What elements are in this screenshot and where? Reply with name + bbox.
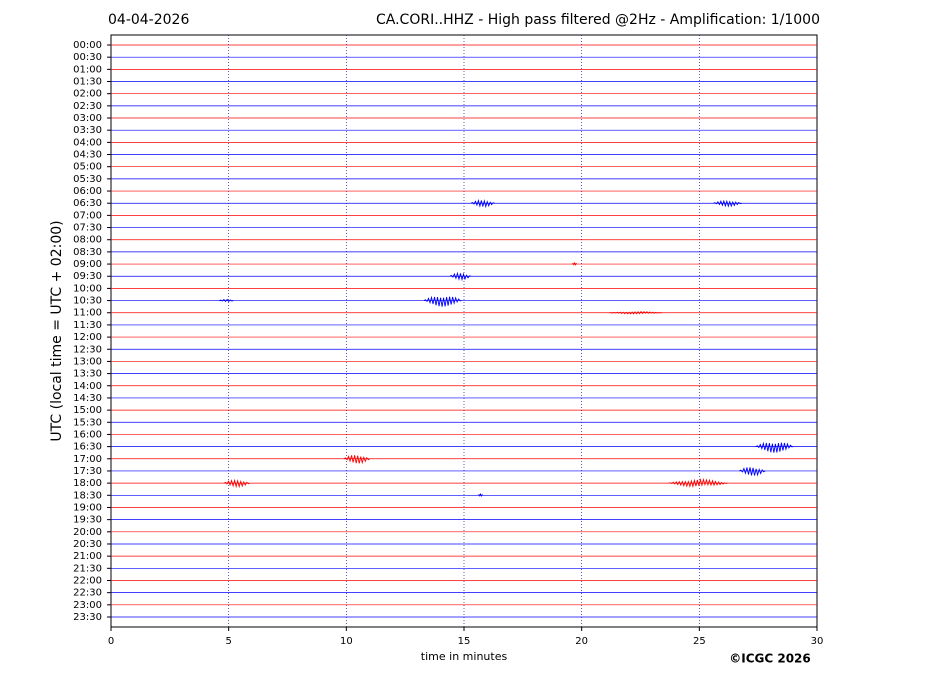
- y-tick-label: 09:30: [73, 271, 102, 282]
- y-tick-label: 13:30: [73, 369, 102, 380]
- seismic-event: [609, 310, 662, 315]
- y-tick-label: 00:00: [73, 40, 102, 51]
- x-axis-label: time in minutes: [421, 650, 508, 663]
- seismic-event: [477, 493, 484, 498]
- y-tick-label: 08:30: [73, 247, 102, 258]
- y-tick-label: 05:00: [73, 162, 102, 173]
- seismic-event: [739, 467, 766, 477]
- y-tick-label: 01:00: [73, 64, 102, 75]
- y-tick-label: 20:00: [73, 527, 102, 538]
- y-tick-label: 15:30: [73, 417, 102, 428]
- y-tick-label: 23:30: [73, 612, 102, 623]
- seismic-event: [423, 295, 462, 307]
- y-tick-label: 12:30: [73, 344, 102, 355]
- y-tick-label: 04:00: [73, 137, 102, 148]
- copyright: ©ICGC 2026: [729, 652, 811, 666]
- y-tick-label: 09:00: [73, 259, 102, 270]
- y-tick-label: 07:30: [73, 223, 102, 234]
- y-tick-label: 14:00: [73, 381, 102, 392]
- seismic-event: [668, 477, 728, 489]
- x-tick-label: 0: [108, 636, 114, 647]
- y-tick-label: 01:30: [73, 77, 102, 88]
- y-tick-label: 07:00: [73, 210, 102, 221]
- y-tick-label: 16:30: [73, 442, 102, 453]
- x-tick-label: 15: [458, 636, 471, 647]
- y-tick-label: 19:30: [73, 515, 102, 526]
- y-tick-label: 18:00: [73, 478, 102, 489]
- y-tick-label: 20:30: [73, 539, 102, 550]
- y-tick-label: 16:00: [73, 429, 102, 440]
- x-tick-label: 5: [225, 636, 231, 647]
- y-tick-label: 15:00: [73, 405, 102, 416]
- y-tick-label: 22:00: [73, 575, 102, 586]
- seismic-event: [755, 441, 794, 453]
- y-tick-label: 11:30: [73, 320, 102, 331]
- y-tick-label: 10:00: [73, 283, 102, 294]
- y-tick-label: 21:00: [73, 551, 102, 562]
- y-tick-label: 03:00: [73, 113, 102, 124]
- y-tick-label: 23:00: [73, 600, 102, 611]
- chart-date: 04-04-2026: [108, 12, 189, 28]
- seismic-event: [713, 199, 742, 208]
- y-tick-label: 06:00: [73, 186, 102, 197]
- y-tick-label: 02:30: [73, 101, 102, 112]
- y-axis-label: UTC (local time = UTC + 02:00): [49, 220, 65, 441]
- x-tick-label: 10: [340, 636, 353, 647]
- y-tick-label: 22:30: [73, 588, 102, 599]
- seismic-event: [449, 271, 472, 282]
- x-tick-label: 30: [811, 636, 824, 647]
- y-tick-label: 11:00: [73, 308, 102, 319]
- y-tick-label: 17:00: [73, 454, 102, 465]
- seismic-event: [219, 298, 234, 303]
- y-tick-label: 13:00: [73, 356, 102, 367]
- seismic-event: [343, 455, 371, 465]
- seismic-event: [571, 261, 578, 266]
- y-tick-label: 18:30: [73, 490, 102, 501]
- x-tick-label: 25: [693, 636, 706, 647]
- y-tick-label: 19:00: [73, 502, 102, 513]
- y-tick-label: 08:00: [73, 235, 102, 246]
- y-tick-label: 17:30: [73, 466, 102, 477]
- y-tick-label: 04:30: [73, 150, 102, 161]
- y-tick-label: 21:30: [73, 563, 102, 574]
- y-tick-label: 06:30: [73, 198, 102, 209]
- seismic-event: [470, 198, 495, 209]
- y-tick-label: 12:00: [73, 332, 102, 343]
- chart-title: CA.CORI..HHZ - High pass filtered @2Hz -…: [376, 12, 820, 28]
- y-tick-label: 03:30: [73, 125, 102, 136]
- y-tick-label: 00:30: [73, 52, 102, 63]
- x-tick-label: 20: [575, 636, 588, 647]
- y-tick-label: 14:30: [73, 393, 102, 404]
- seismic-event: [223, 478, 251, 489]
- y-tick-label: 02:00: [73, 89, 102, 100]
- y-tick-label: 10:30: [73, 296, 102, 307]
- plot-frame: [110, 34, 818, 628]
- y-tick-label: 05:30: [73, 174, 102, 185]
